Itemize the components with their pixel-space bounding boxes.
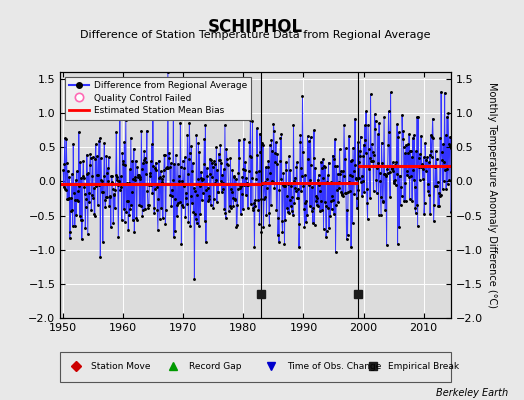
Text: Berkeley Earth: Berkeley Earth xyxy=(436,388,508,398)
Y-axis label: Monthly Temperature Anomaly Difference (°C): Monthly Temperature Anomaly Difference (… xyxy=(487,82,497,308)
Legend: Difference from Regional Average, Quality Control Failed, Estimated Station Mean: Difference from Regional Average, Qualit… xyxy=(65,76,252,120)
Text: SCHIPHOL: SCHIPHOL xyxy=(208,18,303,36)
FancyBboxPatch shape xyxy=(60,352,451,382)
Text: Record Gap: Record Gap xyxy=(189,362,242,371)
Text: Time of Obs. Change: Time of Obs. Change xyxy=(287,362,381,371)
Text: Difference of Station Temperature Data from Regional Average: Difference of Station Temperature Data f… xyxy=(80,30,430,40)
Text: Station Move: Station Move xyxy=(92,362,151,371)
Text: Empirical Break: Empirical Break xyxy=(388,362,460,371)
